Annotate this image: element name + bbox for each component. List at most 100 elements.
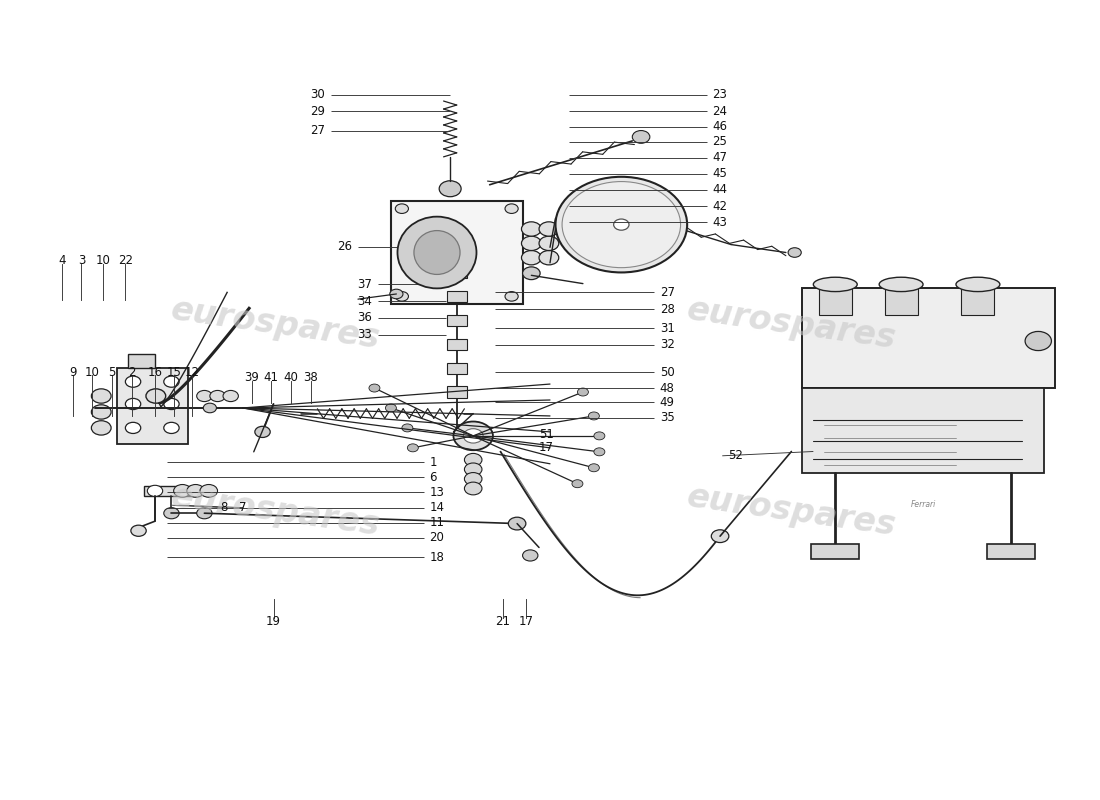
Text: 34: 34 — [358, 294, 372, 308]
Circle shape — [204, 403, 217, 413]
Text: 21: 21 — [495, 615, 510, 628]
Circle shape — [594, 432, 605, 440]
Circle shape — [463, 429, 483, 443]
Circle shape — [164, 376, 179, 387]
Text: 14: 14 — [429, 501, 444, 514]
Text: 24: 24 — [713, 105, 727, 118]
Circle shape — [91, 421, 111, 435]
Text: 49: 49 — [660, 396, 674, 409]
Circle shape — [389, 289, 403, 298]
Text: eurospares: eurospares — [169, 481, 383, 542]
Circle shape — [197, 390, 212, 402]
Bar — [811, 543, 859, 559]
Text: 32: 32 — [660, 338, 674, 351]
Circle shape — [788, 248, 801, 258]
Text: 25: 25 — [713, 135, 727, 148]
Text: 47: 47 — [713, 151, 727, 164]
Circle shape — [210, 390, 225, 402]
Text: 33: 33 — [358, 328, 372, 341]
Circle shape — [197, 508, 212, 518]
Bar — [818, 288, 851, 314]
Text: 43: 43 — [713, 216, 727, 229]
Bar — [117, 368, 188, 444]
Circle shape — [147, 486, 163, 497]
Bar — [144, 486, 199, 496]
Text: 27: 27 — [310, 124, 326, 137]
Text: 8: 8 — [220, 501, 228, 514]
Circle shape — [562, 182, 681, 268]
Text: 10: 10 — [85, 366, 100, 378]
Circle shape — [91, 389, 111, 403]
Bar — [987, 543, 1035, 559]
Text: 19: 19 — [266, 615, 280, 628]
Text: 3: 3 — [78, 254, 85, 267]
Text: 22: 22 — [118, 254, 133, 267]
Text: 2: 2 — [129, 366, 135, 378]
Circle shape — [131, 525, 146, 536]
Bar — [447, 290, 466, 302]
Text: 36: 36 — [358, 311, 372, 324]
Text: 39: 39 — [244, 371, 258, 384]
Circle shape — [125, 422, 141, 434]
Text: 45: 45 — [713, 167, 727, 180]
Circle shape — [402, 424, 412, 432]
Circle shape — [187, 485, 205, 498]
Text: 46: 46 — [713, 120, 727, 133]
Text: eurospares: eurospares — [169, 294, 383, 355]
Text: 13: 13 — [429, 486, 444, 499]
Circle shape — [712, 530, 729, 542]
Text: 4: 4 — [58, 254, 66, 267]
Bar — [128, 354, 155, 368]
Circle shape — [614, 219, 629, 230]
Bar — [961, 288, 994, 314]
Text: 29: 29 — [310, 105, 326, 118]
Text: 37: 37 — [358, 278, 372, 291]
Text: 40: 40 — [284, 371, 298, 384]
Text: 50: 50 — [660, 366, 674, 378]
Text: 26: 26 — [338, 241, 352, 254]
Ellipse shape — [813, 278, 857, 291]
Circle shape — [539, 222, 559, 236]
Text: 6: 6 — [429, 471, 437, 484]
Circle shape — [453, 422, 493, 450]
Circle shape — [632, 130, 650, 143]
Text: 5: 5 — [109, 366, 116, 378]
Circle shape — [439, 181, 461, 197]
Circle shape — [464, 463, 482, 476]
Circle shape — [164, 422, 179, 434]
Circle shape — [125, 376, 141, 387]
Bar — [390, 201, 522, 304]
Circle shape — [1025, 331, 1052, 350]
Text: 51: 51 — [539, 428, 554, 441]
Circle shape — [255, 426, 271, 438]
Circle shape — [395, 204, 408, 214]
Text: 16: 16 — [147, 366, 163, 378]
Bar — [884, 288, 917, 314]
Bar — [447, 314, 466, 326]
Bar — [802, 288, 1055, 388]
Circle shape — [200, 485, 218, 498]
Text: 41: 41 — [264, 371, 278, 384]
Circle shape — [146, 389, 166, 403]
Text: 28: 28 — [660, 302, 674, 316]
Circle shape — [464, 482, 482, 495]
Text: 52: 52 — [728, 450, 743, 462]
Text: 30: 30 — [310, 88, 326, 101]
Text: 44: 44 — [713, 183, 727, 196]
Circle shape — [407, 444, 418, 452]
Ellipse shape — [879, 278, 923, 291]
Ellipse shape — [414, 230, 460, 274]
Text: 10: 10 — [96, 254, 111, 267]
Circle shape — [588, 464, 600, 472]
Circle shape — [539, 236, 559, 250]
Text: 31: 31 — [660, 322, 674, 334]
Circle shape — [368, 384, 379, 392]
Circle shape — [464, 454, 482, 466]
Circle shape — [594, 448, 605, 456]
Bar — [447, 338, 466, 350]
Circle shape — [522, 550, 538, 561]
Text: 38: 38 — [304, 371, 318, 384]
Text: 12: 12 — [185, 366, 200, 378]
Circle shape — [385, 404, 396, 412]
Bar — [447, 386, 466, 398]
